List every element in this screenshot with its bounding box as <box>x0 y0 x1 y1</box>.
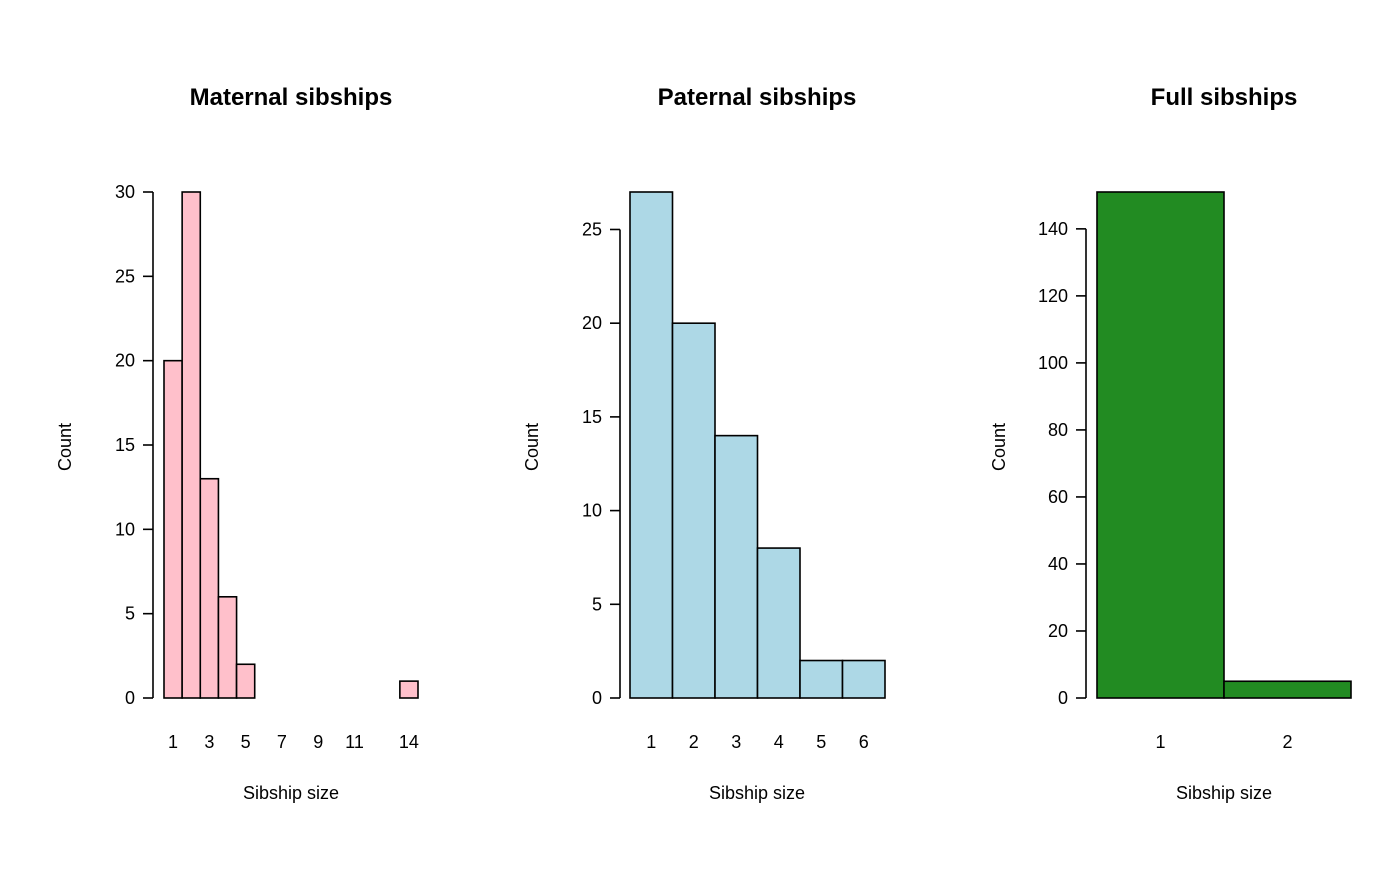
y-tick-label: 100 <box>1038 353 1068 373</box>
x-tick-label: 3 <box>204 732 214 752</box>
x-tick-label: 7 <box>277 732 287 752</box>
y-tick-label: 0 <box>1058 688 1068 708</box>
x-tick-label: 11 <box>345 732 364 752</box>
y-tick-label: 15 <box>582 407 602 427</box>
x-tick-label: 4 <box>774 732 784 752</box>
x-tick-label: 1 <box>1155 732 1165 752</box>
x-tick-label: 5 <box>241 732 251 752</box>
y-tick-label: 10 <box>582 501 602 521</box>
y-tick-label: 25 <box>115 266 135 286</box>
bar-4 <box>756 547 801 699</box>
panel-maternal-sibships: Maternal sibships Sibship size Count 0 5 1… <box>55 84 419 803</box>
chart-title: Full sibships <box>1151 84 1298 111</box>
y-tick-label: 120 <box>1038 286 1068 306</box>
x-tick-label: 2 <box>1282 732 1292 752</box>
x-tick-label: 2 <box>689 732 699 752</box>
x-tick-label: 5 <box>816 732 826 752</box>
y-tick-label: 15 <box>115 435 135 455</box>
panel-paternal-sibships: Paternal sibships Sibship size Count 0 5 1… <box>522 84 886 803</box>
x-axis-label: Sibship size <box>709 783 805 803</box>
y-axis-label: Count <box>522 423 542 471</box>
bar-1 <box>1096 191 1225 699</box>
chart-title: Paternal sibships <box>658 84 857 111</box>
y-axis-label: Count <box>989 423 1009 471</box>
bar-2 <box>671 322 716 699</box>
x-tick-label: 6 <box>859 732 869 752</box>
y-tick-label: 20 <box>1048 621 1068 641</box>
y-tick-label: 5 <box>125 604 135 624</box>
bar-4 <box>217 595 238 699</box>
y-tick-label: 10 <box>115 519 135 539</box>
x-axis-label: Sibship size <box>1176 783 1272 803</box>
x-tick-label: 9 <box>313 732 323 752</box>
y-tick-label: 20 <box>115 351 135 371</box>
x-tick-label: 1 <box>168 732 178 752</box>
y-tick-label: 0 <box>125 688 135 708</box>
y-axis-label: Count <box>55 423 75 471</box>
y-tick-label: 140 <box>1038 219 1068 239</box>
x-axis-label: Sibship size <box>243 783 339 803</box>
bar-5 <box>799 659 844 699</box>
y-tick-label: 80 <box>1048 420 1068 440</box>
bar-14 <box>399 680 419 699</box>
y-tick-label: 40 <box>1048 554 1068 574</box>
x-tick-label: 3 <box>731 732 741 752</box>
y-tick-label: 5 <box>592 594 602 614</box>
bar-6 <box>841 659 886 699</box>
y-tick-label: 30 <box>115 182 135 202</box>
y-tick-label: 60 <box>1048 487 1068 507</box>
y-tick-label: 0 <box>592 688 602 708</box>
bar-2 <box>181 191 202 699</box>
bar-3 <box>714 434 759 699</box>
bar-2 <box>1223 680 1352 699</box>
bar-1 <box>163 359 183 699</box>
x-tick-label: 1 <box>646 732 656 752</box>
bar-5 <box>235 663 256 699</box>
y-tick-label: 25 <box>582 219 602 239</box>
chart-title: Maternal sibships <box>190 84 393 111</box>
x-tick-label: 14 <box>399 732 419 752</box>
bar-3 <box>199 477 220 699</box>
panel-full-sibships: Full sibships Sibship size Count 0 20 40 60… <box>989 84 1352 803</box>
y-tick-label: 20 <box>582 313 602 333</box>
bar-1 <box>629 191 674 699</box>
